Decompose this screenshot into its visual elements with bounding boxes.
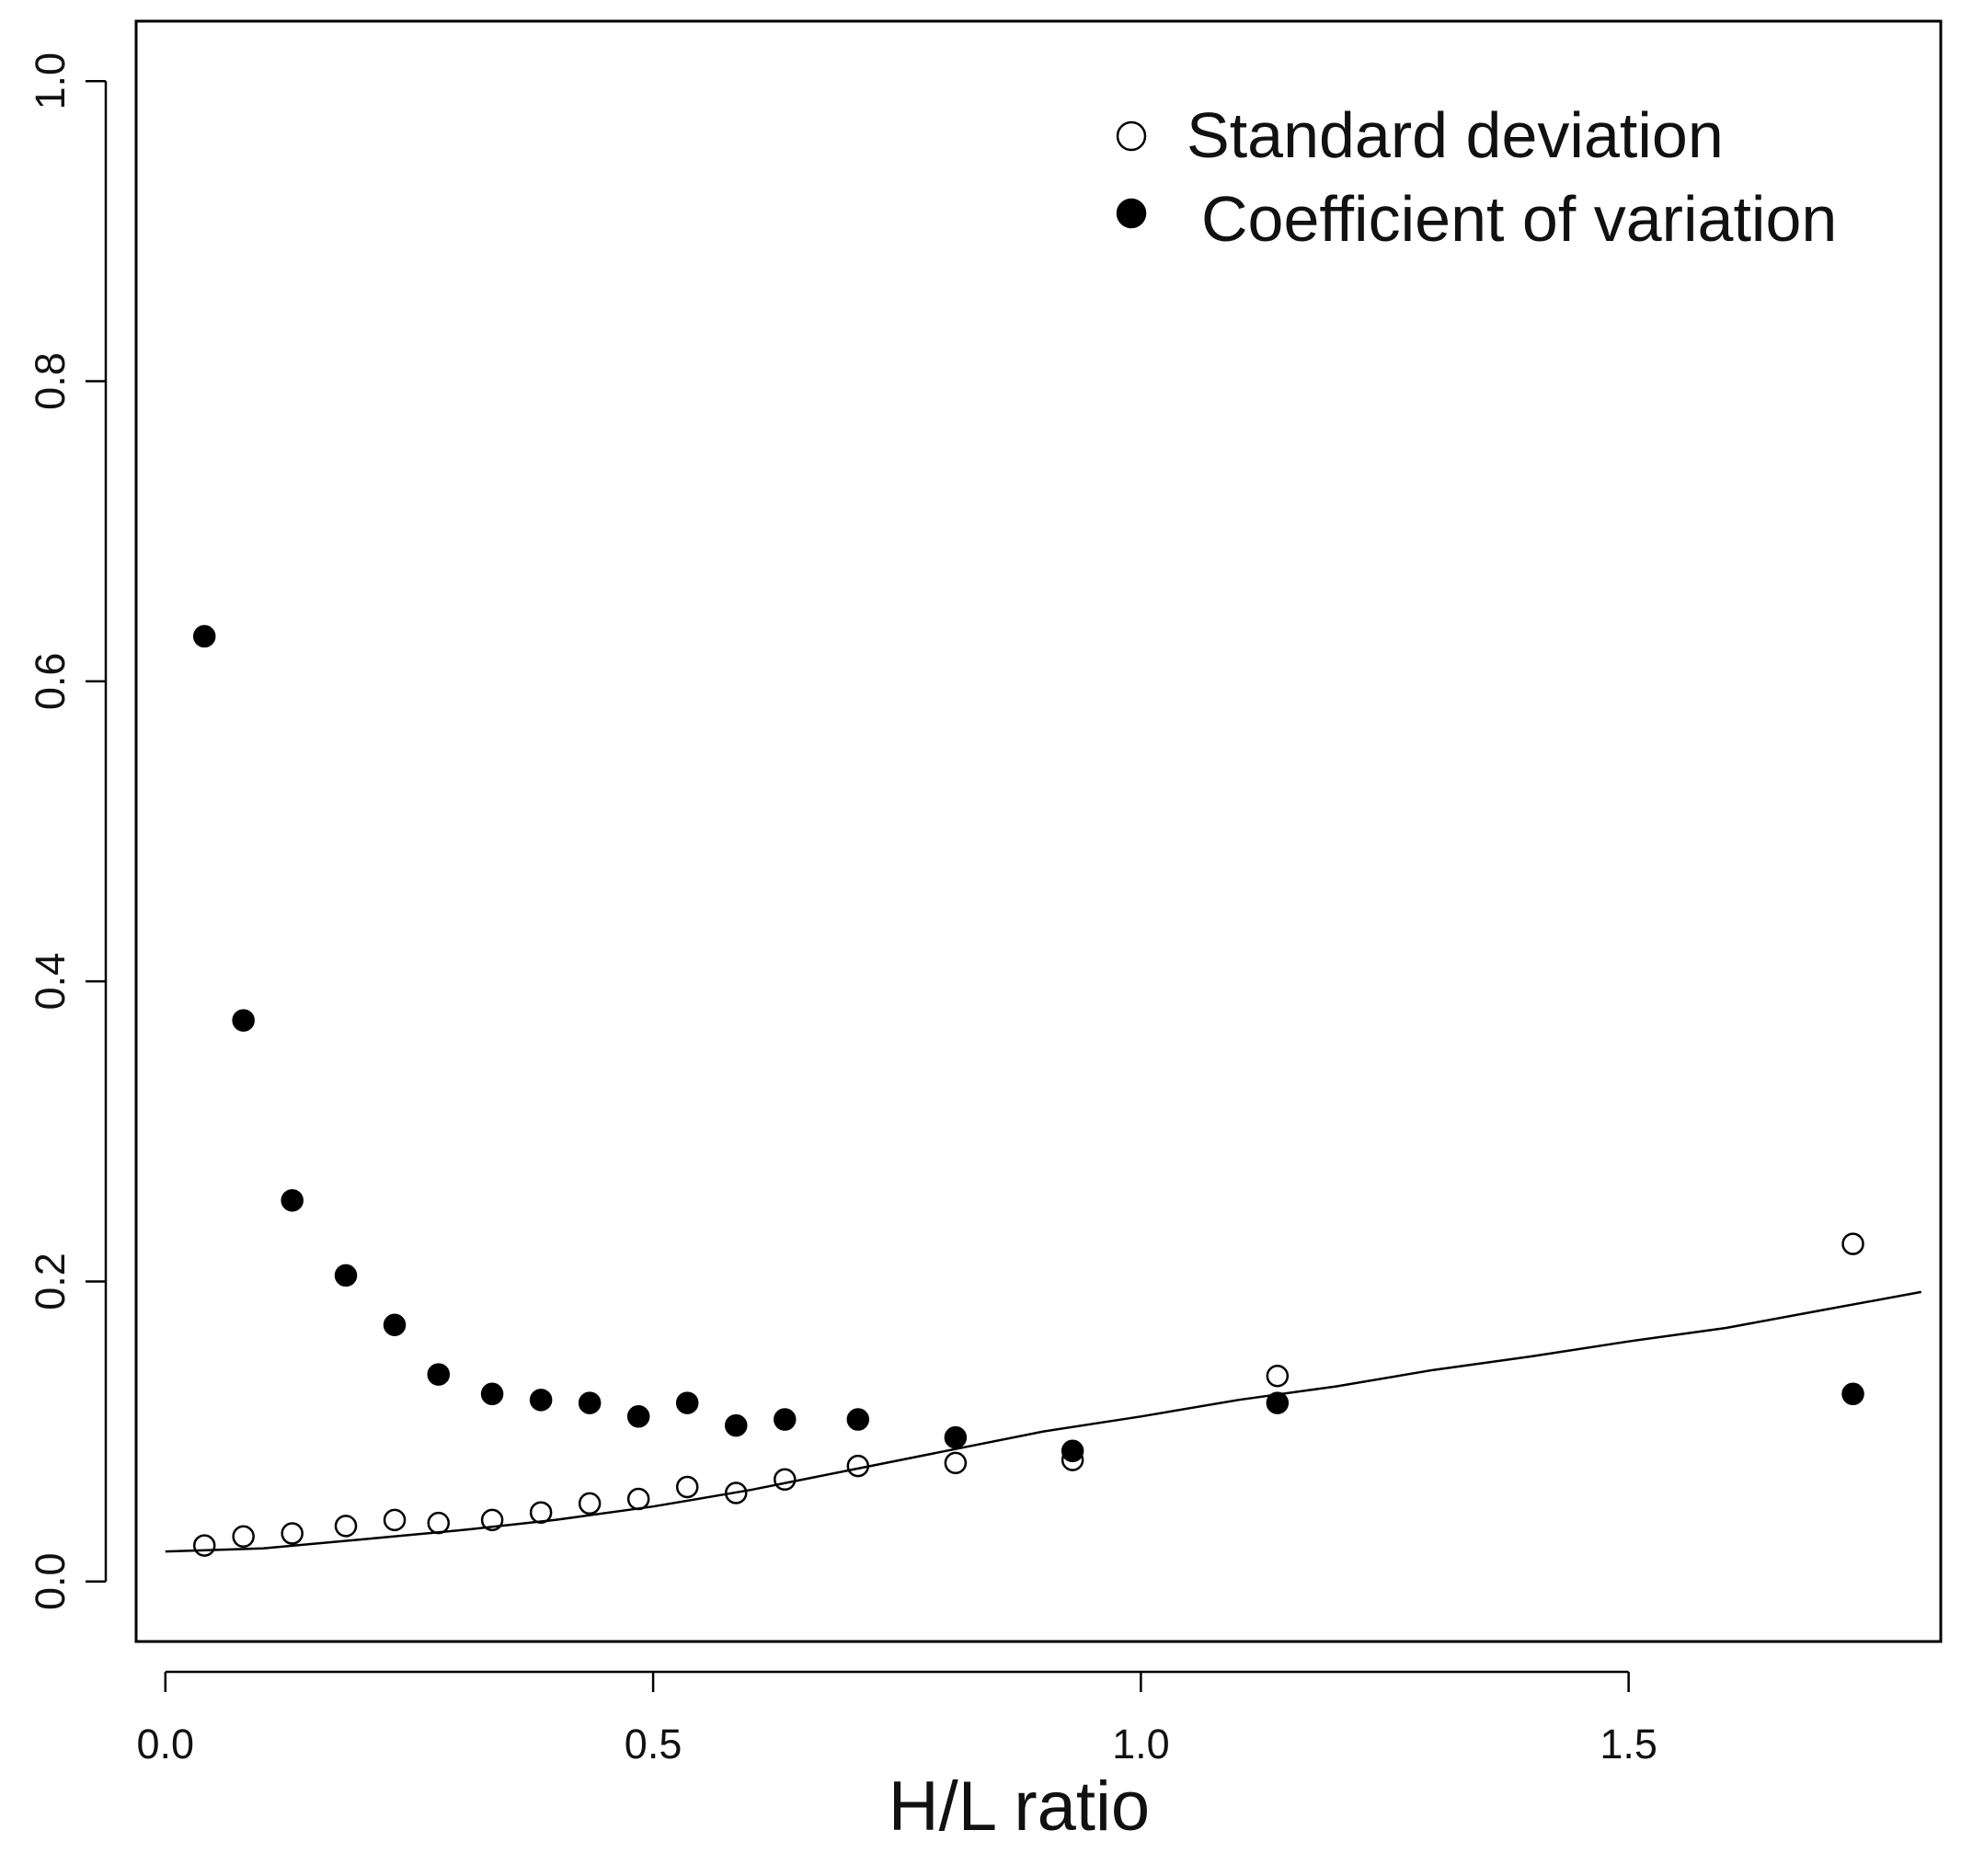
x-tick-label: 0.0 [137, 1721, 195, 1767]
legend-label-standard-deviation: Standard deviation [1187, 99, 1724, 171]
point-coefficient-of-variation [232, 1009, 255, 1032]
point-coefficient-of-variation [427, 1363, 451, 1386]
legend: Standard deviation Coefficient of variat… [1116, 99, 1837, 255]
axes: 0.0 0.5 1.0 1.5 0.0 0.2 0.4 0.6 0.8 1.0 [27, 52, 1657, 1767]
y-tick-label: 1.0 [27, 52, 74, 110]
point-coefficient-of-variation [944, 1425, 968, 1449]
point-standard-deviation [1266, 1364, 1290, 1388]
point-standard-deviation [846, 1454, 870, 1478]
point-standard-deviation [427, 1511, 451, 1535]
y-tick-label: 0.6 [27, 653, 74, 711]
fitted-curve-line [165, 1290, 1922, 1553]
point-coefficient-of-variation [529, 1389, 553, 1412]
y-tick-label: 0.0 [27, 1552, 74, 1610]
point-standard-deviation [578, 1492, 602, 1516]
point-coefficient-of-variation [724, 1413, 748, 1437]
point-standard-deviation [383, 1508, 407, 1532]
point-coefficient-of-variation [1266, 1391, 1290, 1414]
point-standard-deviation [774, 1468, 797, 1492]
point-standard-deviation [480, 1508, 504, 1532]
legend-label-coefficient-of-variation: Coefficient of variation [1201, 183, 1837, 255]
y-tick-label: 0.4 [27, 953, 74, 1011]
point-standard-deviation [724, 1481, 748, 1504]
point-coefficient-of-variation [334, 1264, 358, 1287]
point-standard-deviation [281, 1522, 304, 1545]
x-axis-title: H/L ratio [889, 1767, 1150, 1846]
legend-filled-circle-icon [1116, 198, 1147, 229]
point-coefficient-of-variation [1061, 1439, 1084, 1463]
y-tick-label: 0.8 [27, 352, 74, 410]
legend-open-circle-icon [1116, 120, 1147, 152]
point-coefficient-of-variation [281, 1189, 304, 1212]
point-coefficient-of-variation [626, 1405, 650, 1428]
point-coefficient-of-variation [1841, 1382, 1864, 1406]
point-coefficient-of-variation [774, 1408, 797, 1431]
data-points [192, 624, 1864, 1557]
point-standard-deviation [675, 1475, 699, 1499]
point-standard-deviation [529, 1501, 553, 1524]
point-standard-deviation [334, 1515, 358, 1538]
point-standard-deviation [626, 1487, 650, 1511]
point-standard-deviation [192, 1534, 216, 1557]
x-tick-label: 1.0 [1112, 1721, 1170, 1767]
point-coefficient-of-variation [383, 1313, 407, 1337]
point-coefficient-of-variation [675, 1391, 699, 1414]
point-standard-deviation [944, 1451, 968, 1475]
point-standard-deviation [1841, 1232, 1864, 1255]
y-tick-label: 0.2 [27, 1253, 74, 1310]
fitted-curve-group [165, 1290, 1922, 1553]
x-tick-label: 0.5 [625, 1721, 682, 1767]
point-standard-deviation [232, 1525, 255, 1549]
x-tick-label: 1.5 [1600, 1721, 1657, 1767]
point-coefficient-of-variation [480, 1382, 504, 1406]
point-coefficient-of-variation [846, 1408, 870, 1431]
point-coefficient-of-variation [578, 1391, 602, 1414]
plot-frame [134, 19, 1943, 1643]
point-coefficient-of-variation [192, 624, 216, 648]
